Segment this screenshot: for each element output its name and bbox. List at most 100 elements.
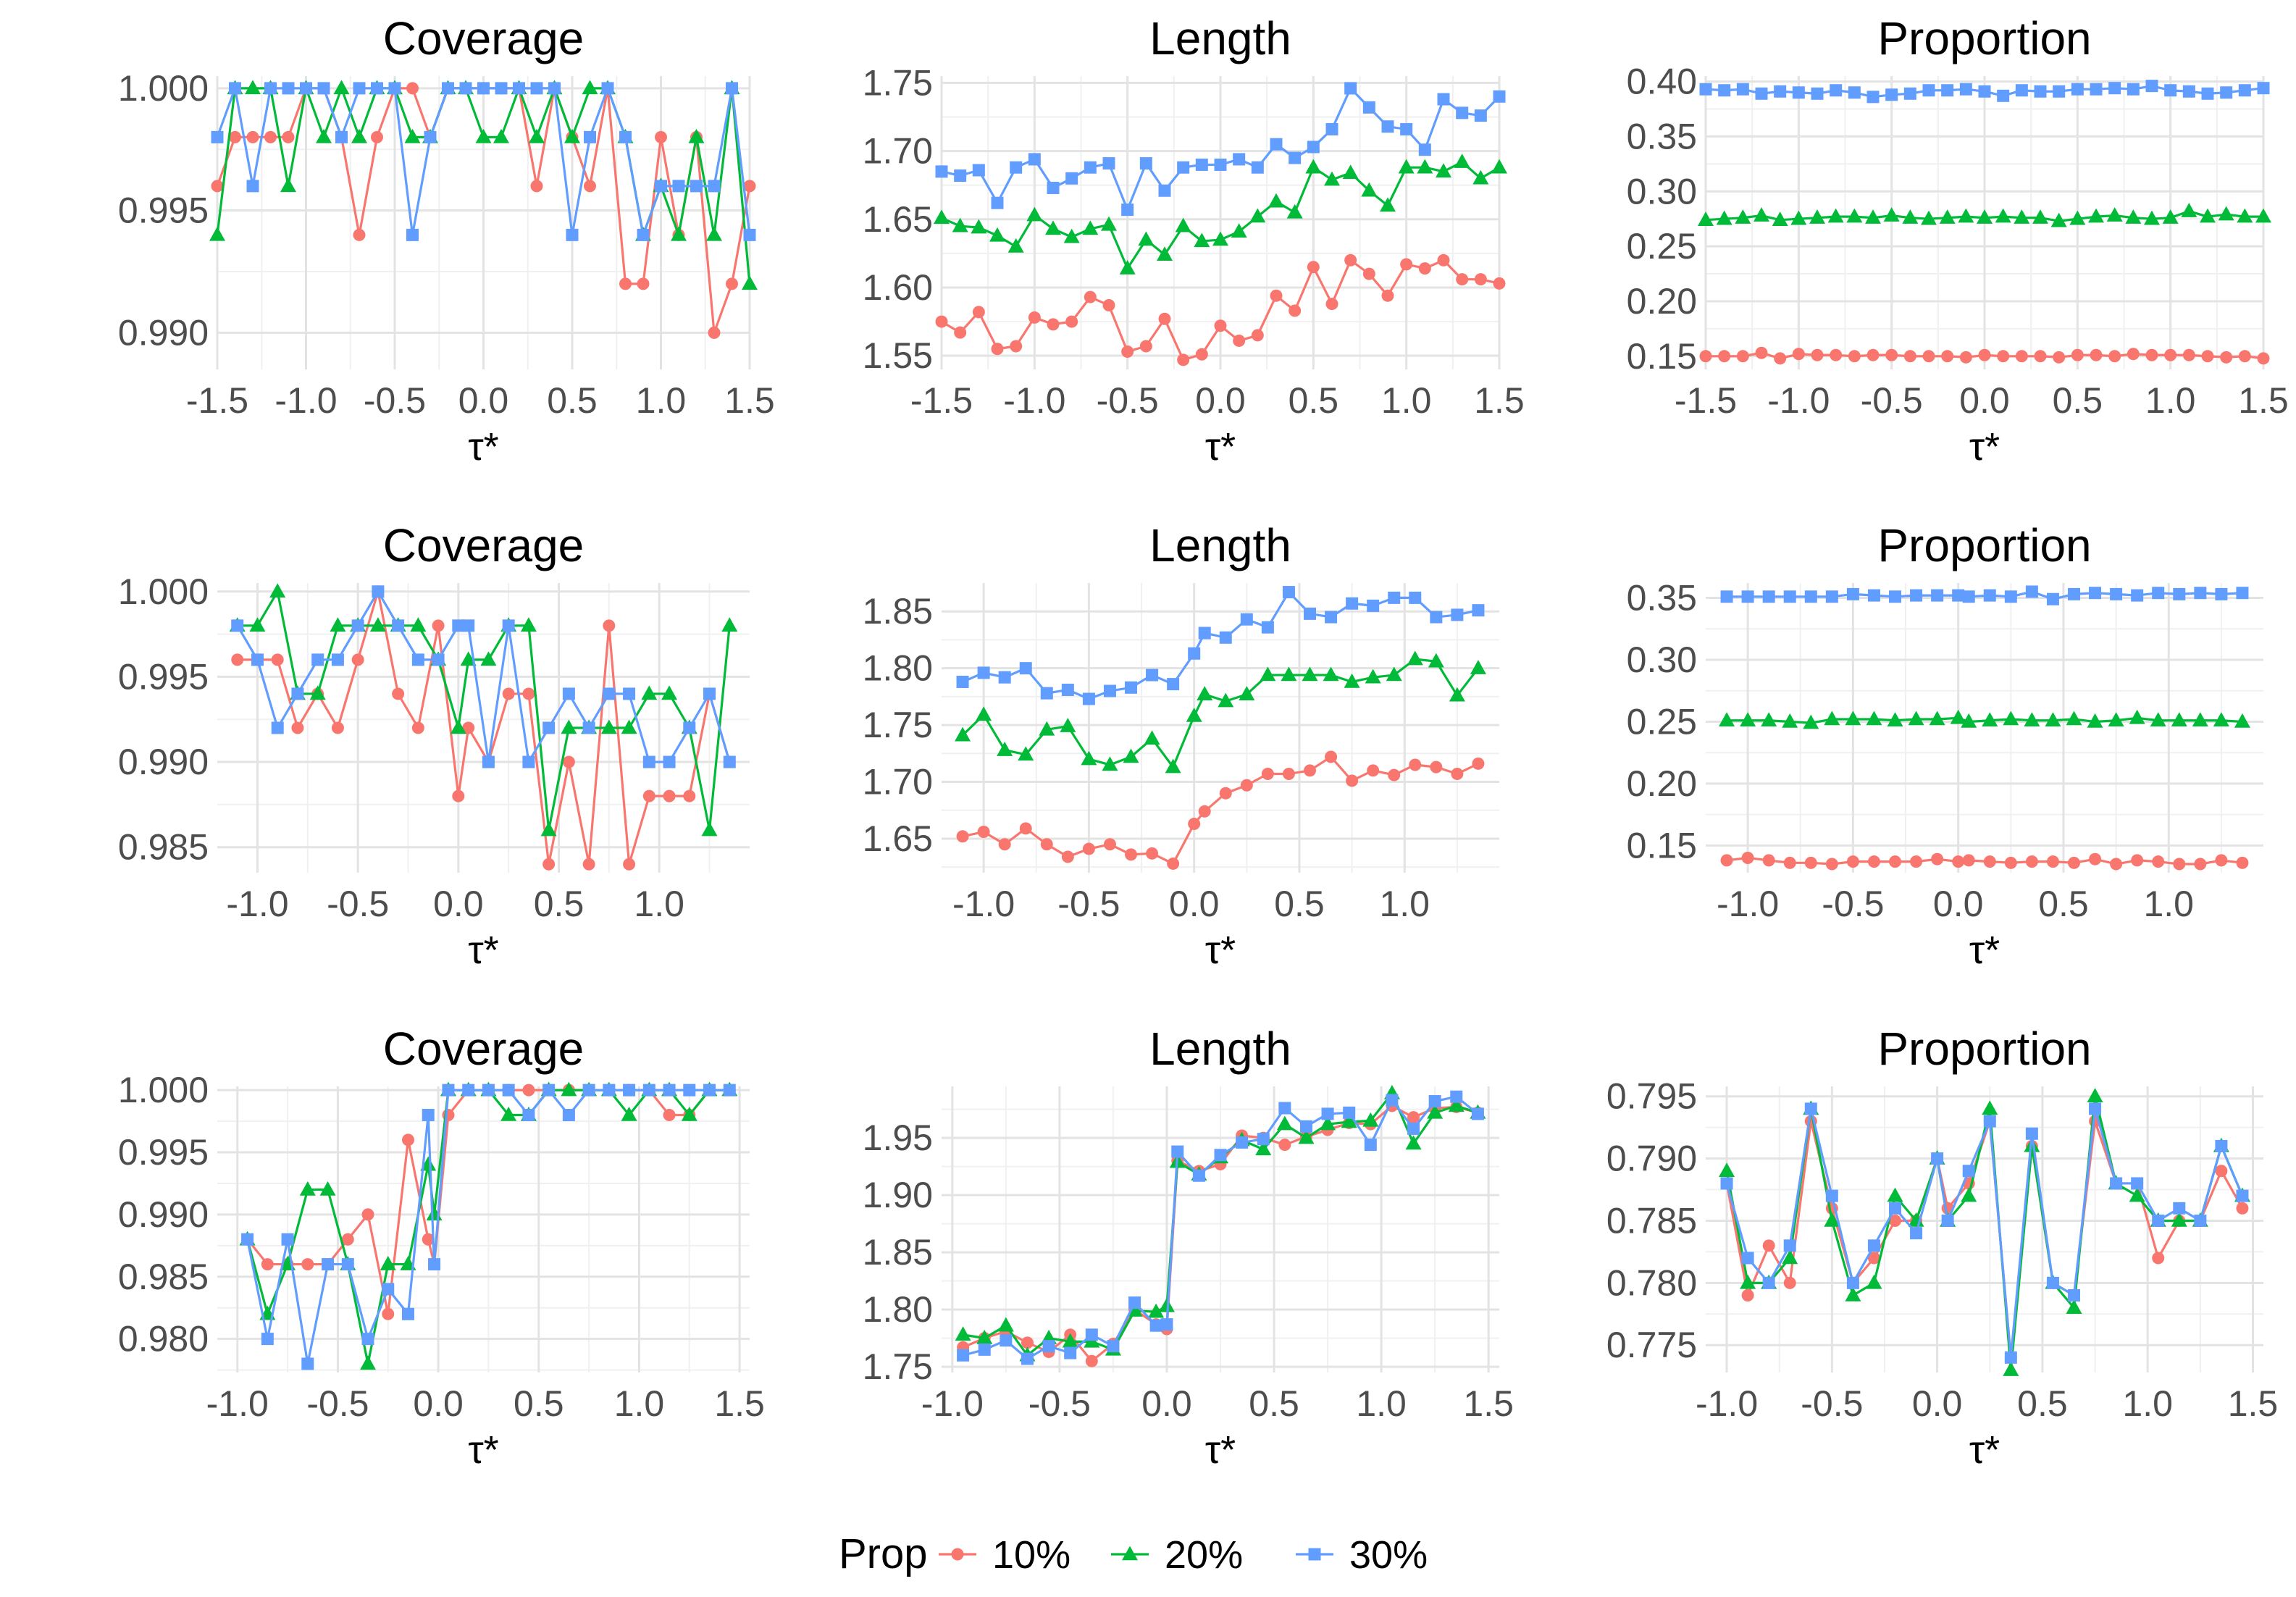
data-point [2108,712,2124,726]
data-point [1233,153,1246,166]
data-point [1062,1333,1078,1348]
data-point [2066,1299,2082,1314]
data-point [952,217,968,232]
x-axis-label: τ* [468,929,498,972]
data-point [1042,1340,1055,1353]
data-point [701,821,718,837]
data-point [1381,289,1394,302]
data-point [500,1106,517,1121]
data-point [388,82,401,95]
x-tick-label: -0.5 [1801,1383,1863,1424]
data-point [1997,350,2010,363]
x-axis-label: τ* [1205,1428,1236,1472]
data-point [663,1083,676,1097]
data-point [1719,1162,1735,1178]
data-point [726,82,738,95]
x-tick-label: 1.0 [2145,380,2196,421]
data-point [1741,851,1754,864]
x-tick-label: 0.0 [1933,884,1984,924]
x-tick-label: -0.5 [1097,380,1159,421]
data-point [690,180,703,193]
data-point [361,1208,374,1221]
data-point [1867,855,1880,868]
data-point [1198,626,1211,640]
data-point [1430,760,1443,774]
data-point [380,1256,396,1270]
data-point [1471,1107,1484,1120]
data-point [2238,350,2251,363]
data-point [1160,1318,1173,1331]
data-point [642,789,655,802]
data-point [1889,855,1902,868]
data-point [1165,758,1181,774]
data-point [977,826,990,839]
data-point [1219,787,1232,800]
data-point [1064,1346,1077,1359]
data-point [1325,298,1338,311]
data-point [991,343,1004,356]
y-tick-label: 0.990 [118,1194,209,1235]
data-point [529,128,545,143]
x-tick-label: -1.5 [1675,380,1737,421]
data-point [1346,774,1359,787]
data-point [989,227,1005,242]
data-point [1762,854,1775,867]
data-point [603,687,616,700]
data-point [1007,238,1024,253]
data-point [1958,208,1974,223]
data-point [621,1106,637,1121]
panel-3: -1.5 -1.0 -0.5 0.0 0.5 1.0 1.5 0.15 0.20 0.25 0.30… [1627,12,2289,469]
data-point [2171,712,2187,726]
data-point [1302,666,1318,682]
data-point [1342,164,1359,179]
data-point [1367,764,1380,777]
x-tick-label: 0.0 [458,380,509,421]
data-point [1962,1165,1975,1178]
legend-label: 10% [992,1533,1071,1577]
data-point [1186,707,1202,722]
data-point [1720,590,1733,603]
data-point [442,82,454,95]
data-point [2025,855,2038,868]
x-axis-label: τ* [1969,425,2000,469]
data-point [2236,856,2249,869]
y-tick-label: 1.90 [863,1175,933,1215]
data-point [955,726,971,742]
data-point [2089,587,2102,600]
data-point [1952,589,1965,602]
data-point [1719,712,1735,726]
data-point [2152,587,2165,600]
data-point [1754,207,1769,222]
x-tick-label: 1.0 [2143,884,2194,924]
data-point [1236,1136,1249,1149]
data-point [1846,587,1859,600]
data-point [1367,599,1380,612]
data-point [406,228,419,241]
data-point [1084,290,1097,303]
data-point [1939,209,1956,224]
data-point [976,1330,993,1344]
data-point [1380,197,1396,212]
data-point [1846,855,1859,868]
data-point [582,721,595,734]
data-point [1167,678,1180,691]
data-point [655,130,667,143]
data-point [2110,1177,2123,1190]
data-point [1454,154,1470,168]
data-point [1362,101,1375,114]
x-tick-label: -1.0 [206,1383,269,1424]
data-point [513,82,525,95]
data-point [542,1083,556,1097]
panel-title: Length [1149,12,1291,64]
data-point [1082,220,1099,235]
data-point [1783,1239,1796,1252]
panel-title: Proportion [1877,1023,2091,1075]
x-tick-label: 1.5 [2238,380,2289,421]
data-point [1782,713,1798,728]
data-point [2004,856,2017,869]
x-tick-label: 0.0 [1141,1383,1192,1424]
data-point [1811,348,1824,361]
data-point [2046,592,2059,605]
data-point [1139,157,1152,170]
data-point [1101,216,1117,231]
